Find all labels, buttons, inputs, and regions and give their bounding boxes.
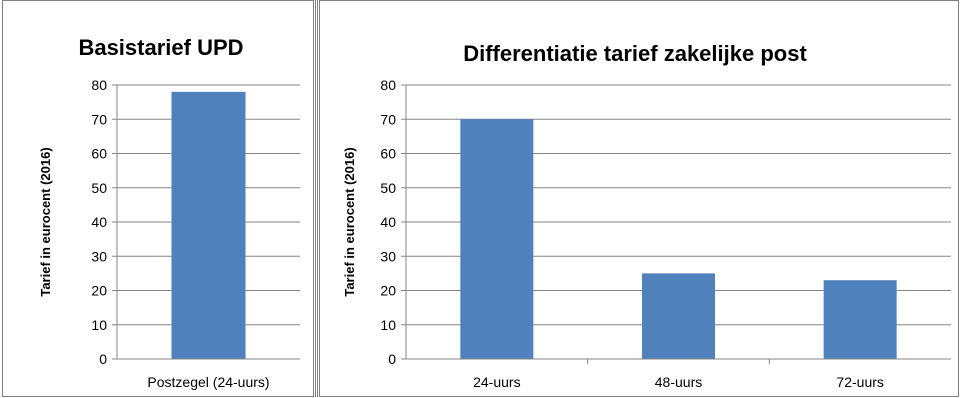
y-tick-label: 20 [91, 283, 107, 299]
panel-divider [315, 0, 318, 397]
x-tick-label: 72-uurs [836, 374, 883, 390]
y-axis-label: Tarief in eurocent (2016) [342, 147, 357, 296]
x-tick-label: Postzegel (24-uurs) [147, 374, 269, 390]
y-tick-label: 60 [380, 146, 396, 162]
chart-panel-basistarief: Basistarief UPD 0 10 20 30 40 50 60 70 80 Postzege… [2, 0, 314, 397]
y-tick-label: 70 [91, 111, 107, 127]
chart-title: Differentiatie tarief zakelijke post [463, 41, 807, 66]
y-tick-label: 80 [91, 77, 107, 93]
chart-differentiatie: Differentiatie tarief zakelijke post 0 10 2… [342, 41, 951, 390]
y-tick-label: 20 [380, 283, 396, 299]
x-tick-label: 48-uurs [655, 374, 702, 390]
bar [823, 280, 897, 359]
chart-panel-differentiatie: Differentiatie tarief zakelijke post 0 10 2… [319, 0, 959, 397]
x-tick-label: 24-uurs [473, 374, 520, 390]
y-tick-label: 60 [91, 146, 107, 162]
y-tick-label: 50 [380, 180, 396, 196]
bar [460, 119, 534, 359]
y-tick-label: 70 [380, 111, 396, 127]
y-tick-label: 0 [388, 351, 396, 367]
bar [642, 273, 715, 359]
chart-basistarief: Basistarief UPD 0 10 20 30 40 50 60 70 80 Postzege… [38, 35, 300, 390]
y-tick-label: 10 [380, 317, 396, 333]
y-tick-label: 40 [380, 214, 396, 230]
y-tick-label: 30 [91, 248, 107, 264]
y-axis-label: Tarief in eurocent (2016) [38, 147, 53, 296]
y-tick-label: 80 [380, 77, 396, 93]
chart-title: Basistarief UPD [78, 35, 243, 60]
y-tick-label: 10 [91, 317, 107, 333]
bar [171, 91, 246, 359]
y-tick-label: 40 [91, 214, 107, 230]
y-tick-label: 0 [99, 351, 107, 367]
y-tick-label: 30 [380, 248, 396, 264]
y-tick-label: 50 [91, 180, 107, 196]
